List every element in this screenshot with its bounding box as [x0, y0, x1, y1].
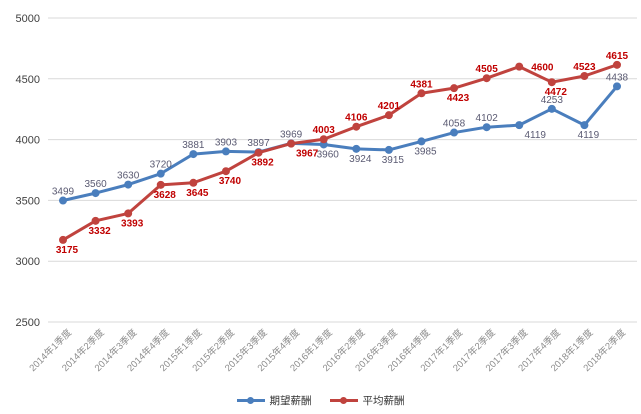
data-label-0: 3969: [280, 129, 303, 140]
data-point-0: [547, 104, 556, 113]
data-point-0: [91, 189, 100, 198]
legend-dot-icon: [340, 396, 347, 404]
y-tick-label: 5000: [16, 13, 40, 25]
data-label-1: 4505: [476, 64, 499, 75]
legend-line-marker-icon: [236, 396, 265, 404]
data-point-0: [124, 180, 133, 189]
series-line-1: [61, 63, 619, 242]
data-label-0: 4102: [476, 113, 499, 124]
legend-label: 平均薪酬: [362, 394, 405, 407]
y-tick-label: 2500: [16, 317, 40, 329]
data-label-0: 4438: [606, 72, 629, 83]
data-point-1: [287, 139, 296, 148]
data-point-0: [417, 137, 426, 146]
data-label-1: 4472: [545, 87, 568, 98]
data-point-0: [59, 196, 67, 205]
data-point-0: [221, 147, 230, 156]
chart-svg: 2500300035004000450050002014年1季度2014年2季度…: [16, 13, 637, 374]
data-label-0: 3560: [84, 179, 107, 190]
y-tick-label: 3000: [16, 256, 40, 268]
data-label-0: 3985: [414, 146, 437, 157]
data-point-1: [613, 60, 621, 69]
data-label-1: 3967: [296, 149, 319, 160]
data-label-0: 3720: [150, 160, 173, 171]
data-point-1: [221, 167, 230, 176]
data-point-1: [189, 178, 198, 187]
data-point-1: [254, 148, 263, 157]
data-point-0: [613, 82, 621, 91]
legend-line-marker-icon: [329, 396, 358, 404]
data-point-1: [124, 209, 133, 218]
data-point-1: [91, 216, 100, 225]
data-point-1: [156, 180, 165, 189]
data-point-1: [417, 89, 426, 98]
data-point-0: [352, 144, 361, 153]
data-label-1: 4423: [447, 93, 470, 104]
data-label-0: 3881: [182, 140, 205, 151]
y-tick-label: 4000: [16, 135, 40, 147]
data-point-0: [515, 121, 524, 130]
data-label-1: 3332: [88, 226, 111, 237]
y-tick-label: 4500: [16, 74, 40, 86]
chart-legend: 期望薪酬 平均薪酬: [0, 388, 641, 412]
data-label-1: 4201: [378, 101, 401, 112]
legend-dot-icon: [247, 396, 254, 404]
data-point-1: [384, 111, 393, 120]
data-point-0: [156, 169, 165, 178]
data-point-0: [580, 121, 589, 130]
data-label-1: 3175: [56, 245, 79, 256]
data-label-1: 4523: [573, 62, 596, 73]
data-label-1: 4106: [345, 113, 368, 124]
data-label-0: 3960: [317, 149, 340, 160]
data-label-0: 4119: [524, 130, 546, 141]
data-label-0: 3903: [215, 137, 238, 148]
data-label-1: 4381: [410, 79, 433, 90]
data-label-1: 3892: [251, 158, 274, 169]
data-label-0: 3915: [382, 155, 405, 166]
data-point-0: [482, 123, 491, 132]
data-point-1: [319, 135, 328, 144]
data-point-0: [384, 145, 393, 154]
legend-label: 期望薪酬: [269, 394, 312, 407]
data-label-1: 3740: [219, 176, 242, 187]
y-tick-label: 3500: [16, 195, 40, 207]
data-label-0: 3897: [247, 138, 270, 149]
data-label-0: 4119: [578, 130, 600, 141]
data-label-1: 4003: [313, 125, 336, 136]
data-label-0: 4253: [541, 95, 564, 106]
data-point-1: [580, 72, 589, 81]
legend-item-1: 平均薪酬: [329, 393, 405, 408]
data-label-1: 3393: [121, 218, 144, 229]
data-point-1: [352, 122, 361, 131]
data-label-0: 4058: [443, 119, 466, 130]
legend-item-0: 期望薪酬: [236, 393, 312, 408]
data-label-1: 4615: [606, 51, 629, 62]
data-point-1: [515, 62, 524, 71]
data-point-1: [547, 78, 556, 87]
data-point-1: [59, 235, 67, 244]
data-point-0: [189, 150, 198, 159]
data-point-0: [450, 128, 459, 137]
data-label-1: 4600: [531, 63, 554, 74]
data-label-0: 3499: [52, 187, 75, 198]
data-label-1: 3645: [186, 188, 209, 199]
series-line-0: [61, 84, 619, 203]
data-label-0: 3630: [117, 171, 140, 182]
data-label-1: 3628: [154, 190, 177, 201]
data-point-1: [450, 84, 459, 93]
data-point-1: [482, 74, 491, 83]
data-label-0: 3924: [349, 154, 372, 165]
